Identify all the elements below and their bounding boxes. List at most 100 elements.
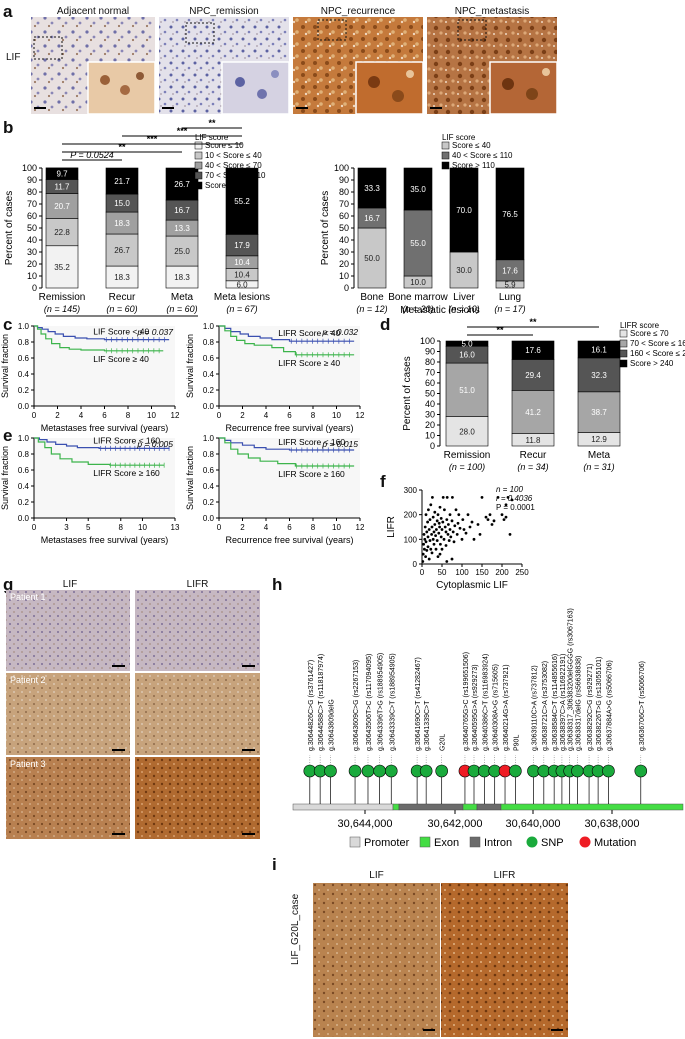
scatter-point	[440, 547, 444, 551]
scatter-point	[431, 496, 434, 499]
bar-data-label: 16.7	[364, 214, 380, 223]
stacked-bar-segment	[45, 193, 79, 219]
x-category-n: (n = 145)	[44, 304, 80, 314]
scatter-point	[461, 518, 465, 521]
y-tick-label: 70	[425, 368, 435, 378]
legend-title: LIF score	[195, 133, 229, 142]
scatter-point	[438, 525, 441, 529]
y-tick-label: 200	[404, 511, 418, 520]
scatter-point	[433, 510, 437, 514]
scatter-point	[468, 525, 472, 529]
x-tick-label: 4	[264, 523, 269, 532]
panel-letter-d: d	[380, 315, 391, 334]
y-tick-label: 80	[425, 357, 435, 367]
legend-label: 10 < Score ≤ 40	[205, 151, 262, 160]
scatter-point	[427, 557, 431, 561]
plot-area	[219, 438, 360, 518]
scatter-point	[504, 503, 508, 507]
scatter-point	[448, 528, 452, 531]
bar-data-label: 16.0	[459, 351, 475, 360]
y-tick-label: 90	[425, 347, 435, 357]
variant-label: g.30639110C>A (rs737812)	[531, 665, 538, 751]
x-tick-label: 0	[217, 523, 222, 532]
x-tick-label: 0	[420, 568, 425, 577]
legend-label: Intron	[484, 837, 512, 849]
bar-data-label: 18.3	[174, 273, 190, 282]
y-tick-label: 0.8	[18, 450, 30, 459]
snp-marker	[571, 764, 584, 778]
stacked-bar-segment	[105, 233, 139, 267]
chart-c-metastases-free: 0 2 4 6 8 10 12 0.0 0.2 0.4 0.6 0.8 1.0 Metastases fr…	[0, 322, 180, 433]
scatter-point	[435, 528, 438, 531]
exon-region	[500, 803, 684, 811]
panel-letter-c: c	[3, 315, 13, 334]
stacked-bar-segment	[165, 167, 199, 201]
scatter-point	[443, 525, 447, 529]
legend-label: 70 < Score ≤ 110	[205, 171, 266, 180]
bar-data-label: 26.7	[114, 246, 130, 255]
bar-data-label: 38.7	[591, 408, 607, 417]
legend-label: 40 < Score ≤ 70	[205, 161, 262, 170]
stat-label: P = 0.0001	[496, 503, 535, 512]
x-axis-label: Cytoplasmic LIF	[436, 580, 508, 591]
y-tick-label: 0.2	[203, 386, 215, 395]
g-col-title-lif: LIF	[62, 579, 78, 590]
g-patient-1-label: Patient 1	[10, 592, 46, 602]
y-tick-label: 0.4	[203, 482, 215, 491]
scatter-point	[456, 521, 460, 525]
x-category-label: Meta	[588, 450, 611, 461]
legend-swatch	[619, 359, 628, 368]
y-tick-label: 70	[27, 199, 37, 209]
x-category-n: (n = 100)	[449, 462, 485, 472]
y-tick-label: 50	[339, 223, 349, 233]
legend-label: 40 < Score ≤ 110	[452, 151, 513, 160]
bar-data-label: 16.7	[174, 206, 190, 215]
scatter-point	[435, 539, 439, 542]
x-tick-label: 10	[332, 523, 341, 532]
p-value-annotation: p = 0.005	[136, 439, 173, 449]
ihc-title-remission: NPC_remission	[189, 6, 259, 17]
scatter-point	[500, 513, 504, 517]
scatter-point	[429, 503, 433, 507]
legend-label: Score > 110	[452, 161, 495, 170]
scatter-point	[449, 535, 453, 539]
variant-label: P90L	[513, 735, 520, 751]
ihc-title-adjacent-normal: Adjacent normal	[56, 6, 130, 17]
variant-label: g.30640214G>A (rs737921)	[503, 664, 510, 751]
panel-letter-g: g	[3, 575, 14, 594]
scatter-point	[510, 498, 514, 502]
stat-label: r = 0.4036	[496, 494, 533, 503]
y-tick-label: 0	[413, 560, 418, 569]
significance-label: **	[529, 318, 537, 327]
x-tick-label: 0	[32, 411, 37, 420]
y-axis-label: Survival fraction	[185, 334, 195, 398]
significance-label: **	[208, 118, 216, 128]
y-tick-label: 1.0	[203, 322, 215, 331]
y-tick-label: 0	[430, 441, 435, 451]
y-tick-label: 1.0	[203, 434, 215, 443]
legend-swatch	[194, 181, 203, 190]
scatter-point	[439, 535, 443, 539]
y-tick-label: 0.4	[203, 370, 215, 379]
scatter-point	[441, 496, 445, 499]
scatter-point	[455, 533, 459, 536]
panel-letter-a: a	[3, 2, 13, 21]
scatter-point	[433, 523, 437, 526]
y-tick-label: 60	[425, 378, 435, 388]
bar-data-label: 25.0	[174, 247, 190, 256]
scatter-point	[450, 519, 454, 523]
x-category-n: (n = 10)	[448, 304, 479, 314]
scatter-point	[447, 523, 450, 526]
x-tick-label: 250	[515, 568, 529, 577]
y-tick-label: 0.2	[18, 498, 30, 507]
scatter-point	[440, 528, 444, 531]
bar-data-label: 12.9	[591, 435, 607, 444]
scatter-point	[502, 518, 506, 521]
stacked-bar-segment	[225, 167, 259, 235]
x-tick-label: 10	[138, 523, 147, 532]
scatter-point	[450, 557, 454, 561]
legend-swatch	[441, 151, 450, 160]
bar-data-label: 35.2	[54, 263, 70, 272]
bar-data-label: 9.7	[56, 170, 68, 179]
y-tick-label: 20	[425, 420, 435, 430]
